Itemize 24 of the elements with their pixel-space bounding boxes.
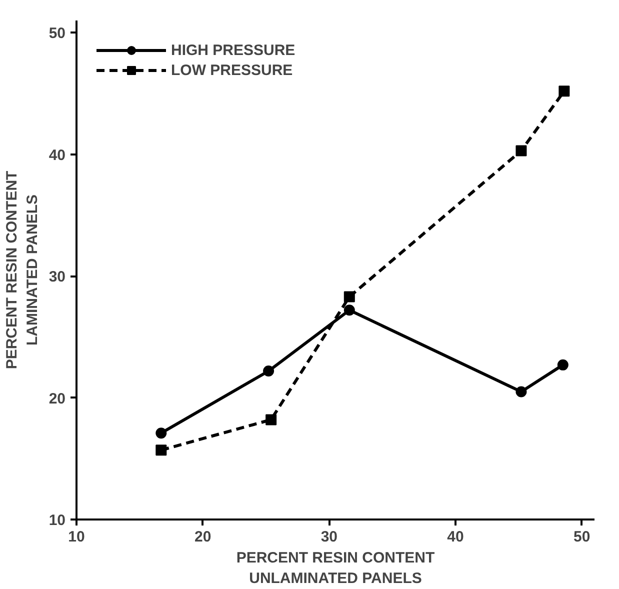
point [558, 86, 570, 97]
point [344, 304, 355, 316]
x-tick-label: 40 [447, 528, 464, 546]
point [156, 428, 167, 439]
point [516, 145, 527, 156]
x-axis-title: PERCENT RESIN CONTENT UNLAMINATED PANELS [236, 550, 435, 587]
x-tick-label: 50 [574, 528, 590, 546]
x-tick-label: 20 [194, 528, 212, 546]
point [557, 359, 568, 370]
y-tick-label: 10 [48, 512, 66, 529]
y-axis-title: PERCENT RESIN CONTENT LAMINATED PANELS [3, 170, 41, 370]
x-tick-label: 10 [68, 528, 85, 546]
point [156, 444, 167, 456]
y-tick-label: 20 [48, 390, 66, 408]
y-tick-label: 40 [48, 146, 66, 164]
point [266, 414, 277, 426]
point [516, 386, 527, 398]
legend-label: HIGH PRESSURE [171, 42, 296, 58]
point [344, 291, 355, 302]
legend-label: LOW PRESSURE [171, 62, 293, 78]
point [263, 366, 274, 377]
y-tick-label: 50 [48, 25, 66, 42]
x-tick-label: 30 [320, 528, 338, 546]
y-tick-label: 30 [48, 268, 66, 286]
